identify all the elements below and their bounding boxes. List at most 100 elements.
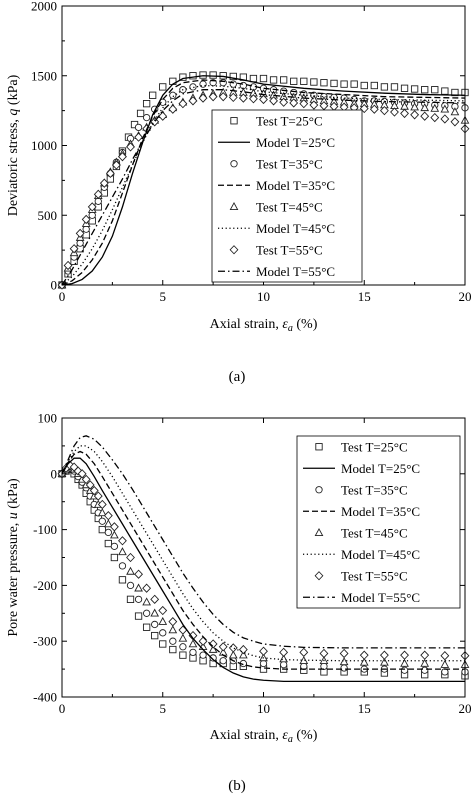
data-point-square bbox=[280, 76, 288, 84]
data-point-square bbox=[380, 83, 389, 91]
data-point-circle bbox=[169, 637, 177, 645]
data-point-diamond bbox=[105, 168, 115, 179]
model-line-dashed bbox=[61, 450, 465, 670]
panel-b-x-axis-label: Axial strain, εa (%) bbox=[210, 728, 318, 745]
legend-label: Model T=45°C bbox=[341, 547, 420, 562]
legend-label: Model T=35°C bbox=[256, 178, 335, 193]
panel-a-caption: (a) bbox=[229, 369, 246, 385]
data-point-diamond bbox=[97, 499, 107, 510]
data-point-circle bbox=[199, 651, 207, 659]
legend-symbol-square bbox=[315, 443, 323, 451]
data-point-square bbox=[110, 553, 119, 562]
y-tick-label: 1500 bbox=[31, 68, 57, 83]
data-point-diamond bbox=[440, 114, 450, 124]
legend-box bbox=[296, 435, 461, 609]
data-point-circle bbox=[219, 657, 227, 665]
data-point-square bbox=[290, 77, 298, 85]
y-tick-label: -100 bbox=[33, 522, 57, 537]
data-point-square bbox=[360, 81, 368, 90]
x-tick-label: 0 bbox=[59, 289, 66, 304]
data-point-diamond bbox=[99, 178, 109, 188]
legend-symbol-circle bbox=[315, 486, 323, 494]
legend-label: Test T=25°C bbox=[341, 439, 408, 454]
data-point-triangle bbox=[238, 650, 248, 659]
data-point-diamond bbox=[75, 228, 85, 239]
data-point-diamond bbox=[410, 110, 420, 120]
data-point-triangle bbox=[97, 508, 107, 517]
data-point-square bbox=[136, 109, 145, 118]
data-point-circle bbox=[110, 542, 119, 550]
data-point-diamond bbox=[299, 647, 309, 658]
data-point-circle bbox=[259, 659, 268, 668]
data-point-circle bbox=[98, 517, 106, 525]
data-point-diamond bbox=[198, 93, 208, 103]
data-point-diamond bbox=[279, 97, 289, 107]
data-point-square bbox=[431, 86, 439, 94]
data-point-square bbox=[400, 84, 409, 92]
data-point-diamond bbox=[299, 98, 309, 109]
panel-b-pore-water-pressure: 0 5 10 15 20 -400 -300 -200 -100 0 100 Axial strai… bbox=[6, 411, 472, 795]
legend-symbol-diamond bbox=[314, 571, 324, 581]
model-line-dashdot bbox=[61, 89, 466, 286]
data-point-triangle bbox=[420, 658, 430, 667]
data-point-circle bbox=[169, 91, 177, 99]
model-line-dotted bbox=[61, 445, 465, 662]
data-point-diamond bbox=[420, 650, 430, 660]
y-tick-label: 0 bbox=[51, 466, 58, 481]
data-point-triangle bbox=[126, 566, 135, 575]
data-point-triangle bbox=[299, 655, 309, 664]
data-point-triangle bbox=[188, 639, 198, 648]
y-tick-label: 0 bbox=[51, 278, 58, 293]
data-point-triangle bbox=[103, 519, 113, 528]
data-point-diamond bbox=[208, 639, 218, 649]
data-point-diamond bbox=[93, 189, 103, 199]
data-point-diamond bbox=[158, 111, 168, 121]
panel-a-y-axis-label: Deviatoric stress, q (kPa) bbox=[6, 74, 21, 216]
data-point-triangle bbox=[110, 530, 119, 539]
legend-label: Test T=35°C bbox=[341, 482, 408, 497]
data-point-diamond bbox=[126, 142, 135, 152]
data-point-circle bbox=[134, 595, 143, 603]
data-point-square bbox=[142, 99, 151, 108]
data-point-diamond bbox=[168, 104, 178, 114]
data-point-diamond bbox=[218, 642, 228, 652]
legend-label: Model T=25°C bbox=[256, 135, 335, 150]
legend-symbol-triangle bbox=[314, 528, 324, 536]
x-tick-label: 5 bbox=[160, 289, 167, 304]
data-point-diamond bbox=[359, 650, 369, 660]
y-tick-label: 500 bbox=[38, 208, 58, 223]
data-point-diamond bbox=[228, 92, 238, 103]
panel-a-plot-marks bbox=[57, 71, 470, 290]
data-point-square bbox=[179, 73, 187, 81]
model-line-solid bbox=[61, 75, 466, 286]
legend-label: Model T=35°C bbox=[341, 504, 420, 519]
data-point-diamond bbox=[118, 536, 127, 546]
data-point-square bbox=[151, 631, 159, 640]
data-point-square bbox=[370, 81, 378, 90]
x-tick-label: 0 bbox=[59, 701, 66, 716]
data-point-diamond bbox=[450, 117, 460, 127]
data-point-triangle bbox=[158, 616, 168, 625]
data-point-diamond bbox=[289, 98, 299, 108]
legend-label: Test T=45°C bbox=[341, 525, 408, 540]
model-line-solid bbox=[61, 457, 465, 683]
data-point-circle bbox=[118, 562, 127, 570]
data-point-square bbox=[199, 71, 207, 79]
data-point-circle bbox=[126, 581, 135, 590]
y-tick-label: -400 bbox=[33, 690, 57, 705]
data-point-diamond bbox=[158, 605, 168, 616]
legend-symbol-square bbox=[230, 117, 238, 125]
data-point-diamond bbox=[142, 583, 152, 593]
data-point-square bbox=[441, 87, 449, 95]
data-point-circle bbox=[189, 648, 197, 657]
data-point-diamond bbox=[178, 98, 188, 109]
data-point-diamond bbox=[69, 244, 79, 254]
data-point-circle bbox=[219, 79, 227, 87]
data-point-circle bbox=[209, 654, 217, 662]
data-point-circle bbox=[88, 211, 96, 219]
data-point-triangle bbox=[228, 650, 238, 659]
data-point-square bbox=[390, 83, 399, 91]
data-point-triangle bbox=[410, 102, 419, 111]
data-point-diamond bbox=[111, 160, 121, 170]
legend-label: Model T=55°C bbox=[256, 264, 335, 279]
